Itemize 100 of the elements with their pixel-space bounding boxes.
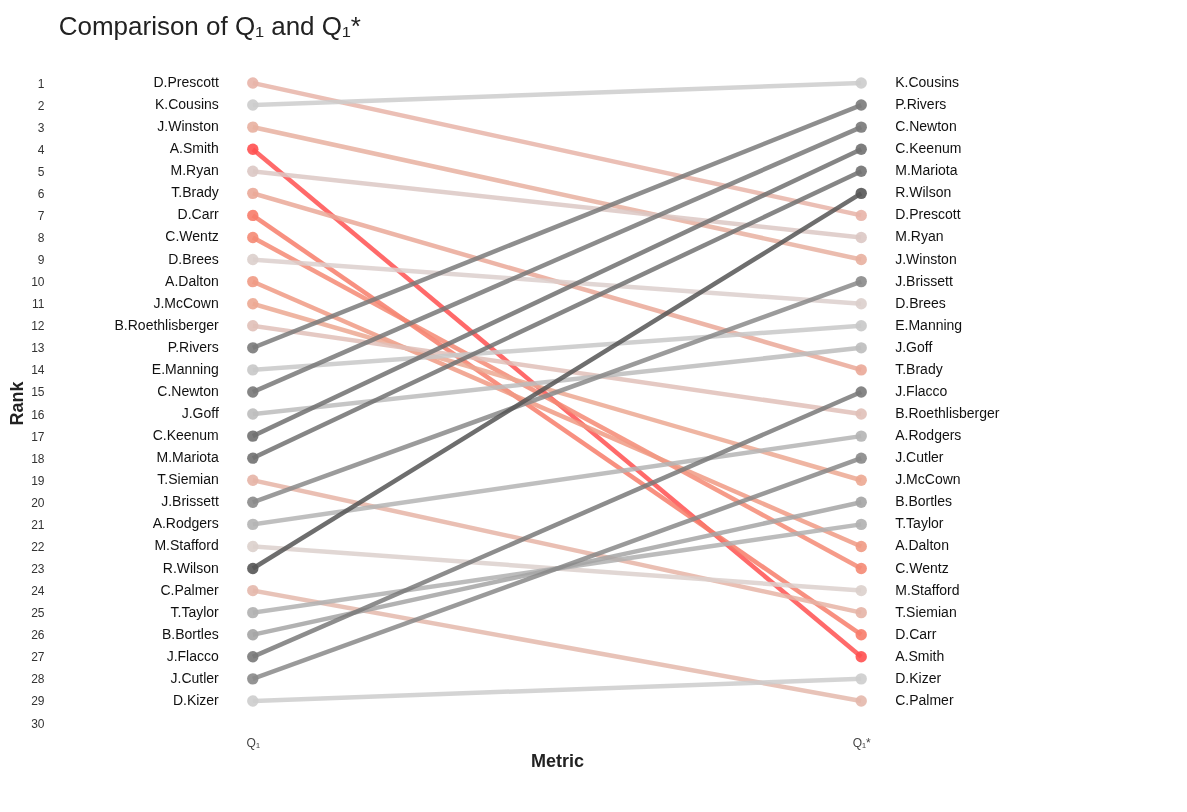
point (247, 77, 259, 89)
point (855, 320, 867, 332)
text: D.Brees (168, 250, 219, 267)
text: J.Winston (895, 250, 957, 267)
point (247, 320, 259, 332)
point (855, 342, 867, 354)
point (247, 275, 259, 288)
text: E.Manning (151, 360, 219, 377)
y-tick-label: 9 (37, 253, 45, 268)
point (247, 298, 259, 310)
text: A.Dalton (895, 537, 949, 554)
point (855, 253, 867, 266)
point (247, 651, 259, 663)
y-tick-label: 16 (31, 407, 45, 422)
text: T.Taylor (170, 603, 220, 620)
point (247, 143, 259, 155)
point (247, 673, 259, 685)
text: J.Brissett (161, 493, 219, 510)
text: T.Siemian (157, 471, 219, 488)
text: K.Cousins (895, 74, 960, 90)
y-tick-label: 19 (31, 473, 45, 488)
point (247, 364, 259, 376)
text: M.Stafford (895, 581, 960, 598)
text: J.Winston (157, 118, 219, 135)
x-tick-label: Q₁* (852, 735, 872, 750)
text: C.Wentz (165, 228, 219, 245)
text: J.McCown (153, 294, 219, 311)
y-tick-label: 11 (32, 297, 45, 312)
y-tick-label: 25 (31, 606, 45, 621)
text: K.Cousins (154, 96, 219, 113)
text: C.Newton (157, 382, 219, 399)
text: B.Bortles (895, 493, 953, 510)
text: A.Dalton (165, 272, 219, 289)
point (247, 695, 259, 707)
text: C.Keenum (895, 140, 962, 157)
point (247, 562, 259, 575)
y-tick-label: 4 (37, 142, 45, 157)
point (247, 342, 259, 354)
text: T.Brady (895, 360, 943, 377)
text: A.Smith (169, 140, 219, 157)
text: J.Flacco (166, 647, 219, 664)
point (247, 518, 259, 531)
point (855, 606, 867, 619)
y-tick-label: 23 (31, 562, 45, 577)
point (855, 430, 867, 442)
text: P.Rivers (167, 338, 219, 355)
y-tick-label: 5 (37, 164, 45, 179)
y-tick-label: 17 (31, 429, 45, 444)
y-tick-label: 20 (31, 495, 45, 510)
point (855, 386, 867, 398)
text: M.Mariota (156, 449, 219, 466)
y-tick-label: 28 (31, 672, 45, 687)
y-tick-label: 13 (31, 341, 45, 356)
y-tick-label: 1 (37, 76, 45, 91)
text: R.Wilson (895, 184, 952, 201)
y-tick-label: 3 (37, 120, 45, 135)
point (247, 430, 259, 442)
text: M.Mariota (895, 162, 958, 179)
y-tick-label: 27 (31, 650, 45, 665)
text: D.Brees (895, 294, 946, 311)
text: D.Prescott (895, 206, 961, 223)
text: M.Ryan (170, 162, 219, 179)
point (247, 584, 259, 597)
point (247, 209, 259, 222)
point (855, 673, 867, 685)
text: M.Stafford (154, 537, 219, 554)
text: J.Flacco (895, 382, 948, 399)
text: D.Prescott (153, 74, 219, 90)
point (855, 231, 867, 244)
text: P.Rivers (895, 96, 947, 113)
y-tick-label: 6 (37, 186, 45, 201)
y-axis-title: Rank (7, 380, 28, 426)
point (247, 231, 259, 244)
text: A.Smith (895, 647, 945, 664)
text: M.Ryan (895, 228, 944, 245)
point (855, 518, 867, 531)
point (247, 408, 259, 420)
text: C.Keenum (152, 427, 219, 444)
point (247, 474, 259, 486)
text: J.Cutler (170, 669, 220, 686)
text: J.Goff (895, 338, 933, 355)
text: A.Rodgers (152, 515, 219, 532)
text: D.Carr (895, 625, 937, 642)
point (855, 275, 867, 288)
point (855, 629, 867, 641)
point (855, 562, 867, 575)
text: J.Brissett (895, 272, 953, 289)
text: J.McCown (895, 471, 961, 488)
point (855, 298, 867, 310)
y-tick-label: 2 (37, 98, 45, 113)
point (247, 496, 259, 508)
point (855, 408, 867, 420)
text: T.Brady (171, 184, 219, 201)
y-tick-label: 8 (37, 230, 45, 245)
point (247, 452, 259, 464)
y-tick-label: 29 (31, 694, 45, 709)
y-tick-label: 30 (31, 716, 45, 731)
text: B.Roethlisberger (114, 316, 220, 333)
point (855, 209, 867, 222)
y-tick-label: 12 (31, 319, 45, 334)
